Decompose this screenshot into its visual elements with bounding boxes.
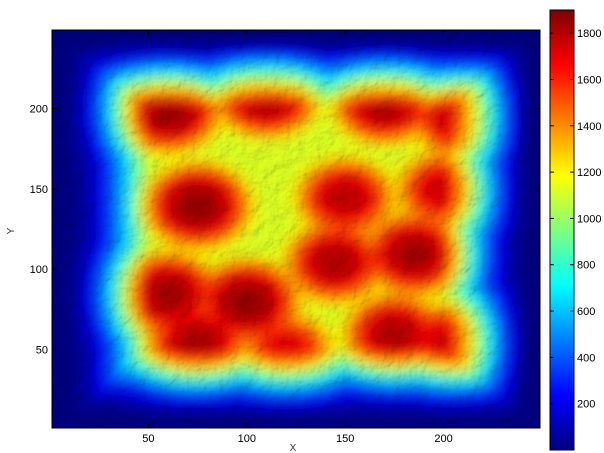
plot-area: 50 100 150 200 50 100 150 200	[30, 29, 541, 445]
y-axis-ticks: 50 100 150 200	[30, 104, 540, 356]
colorbar-tick-label: 400	[577, 352, 595, 364]
y-axis-label: Y	[6, 227, 17, 234]
colorbar-tick-label: 200	[577, 399, 595, 411]
colorbar-ticks: 200 400 600 800 1000 1200 1400 1600 1800	[550, 28, 601, 411]
x-tick-label: 100	[238, 433, 256, 445]
terrain-shading	[52, 30, 540, 428]
y-tick-label: 200	[30, 104, 48, 116]
colorbar-tick-label: 1400	[577, 121, 601, 133]
colorbar-tick-label: 600	[577, 306, 595, 318]
colorbar-tick-label: 800	[577, 260, 595, 272]
colorbar-tick-label: 1800	[577, 28, 601, 40]
plot-frame	[51, 29, 541, 429]
x-axis-ticks: 50 100 150 200	[142, 30, 453, 445]
colorbar-tick-label: 1000	[577, 213, 601, 225]
x-tick-label: 150	[336, 433, 354, 445]
y-tick-label: 100	[30, 264, 48, 276]
y-tick-label: 50	[36, 344, 48, 356]
x-tick-label: 200	[434, 433, 452, 445]
colorbar-gradient	[549, 9, 575, 451]
colorbar: 200 400 600 800 1000 1200 1400 1600 1800	[549, 9, 601, 451]
x-axis-label: X	[290, 443, 297, 453]
colorbar-tick-label: 1200	[577, 167, 601, 179]
y-tick-label: 150	[30, 184, 48, 196]
colorbar-tick-label: 1600	[577, 74, 601, 86]
x-tick-label: 50	[142, 433, 154, 445]
